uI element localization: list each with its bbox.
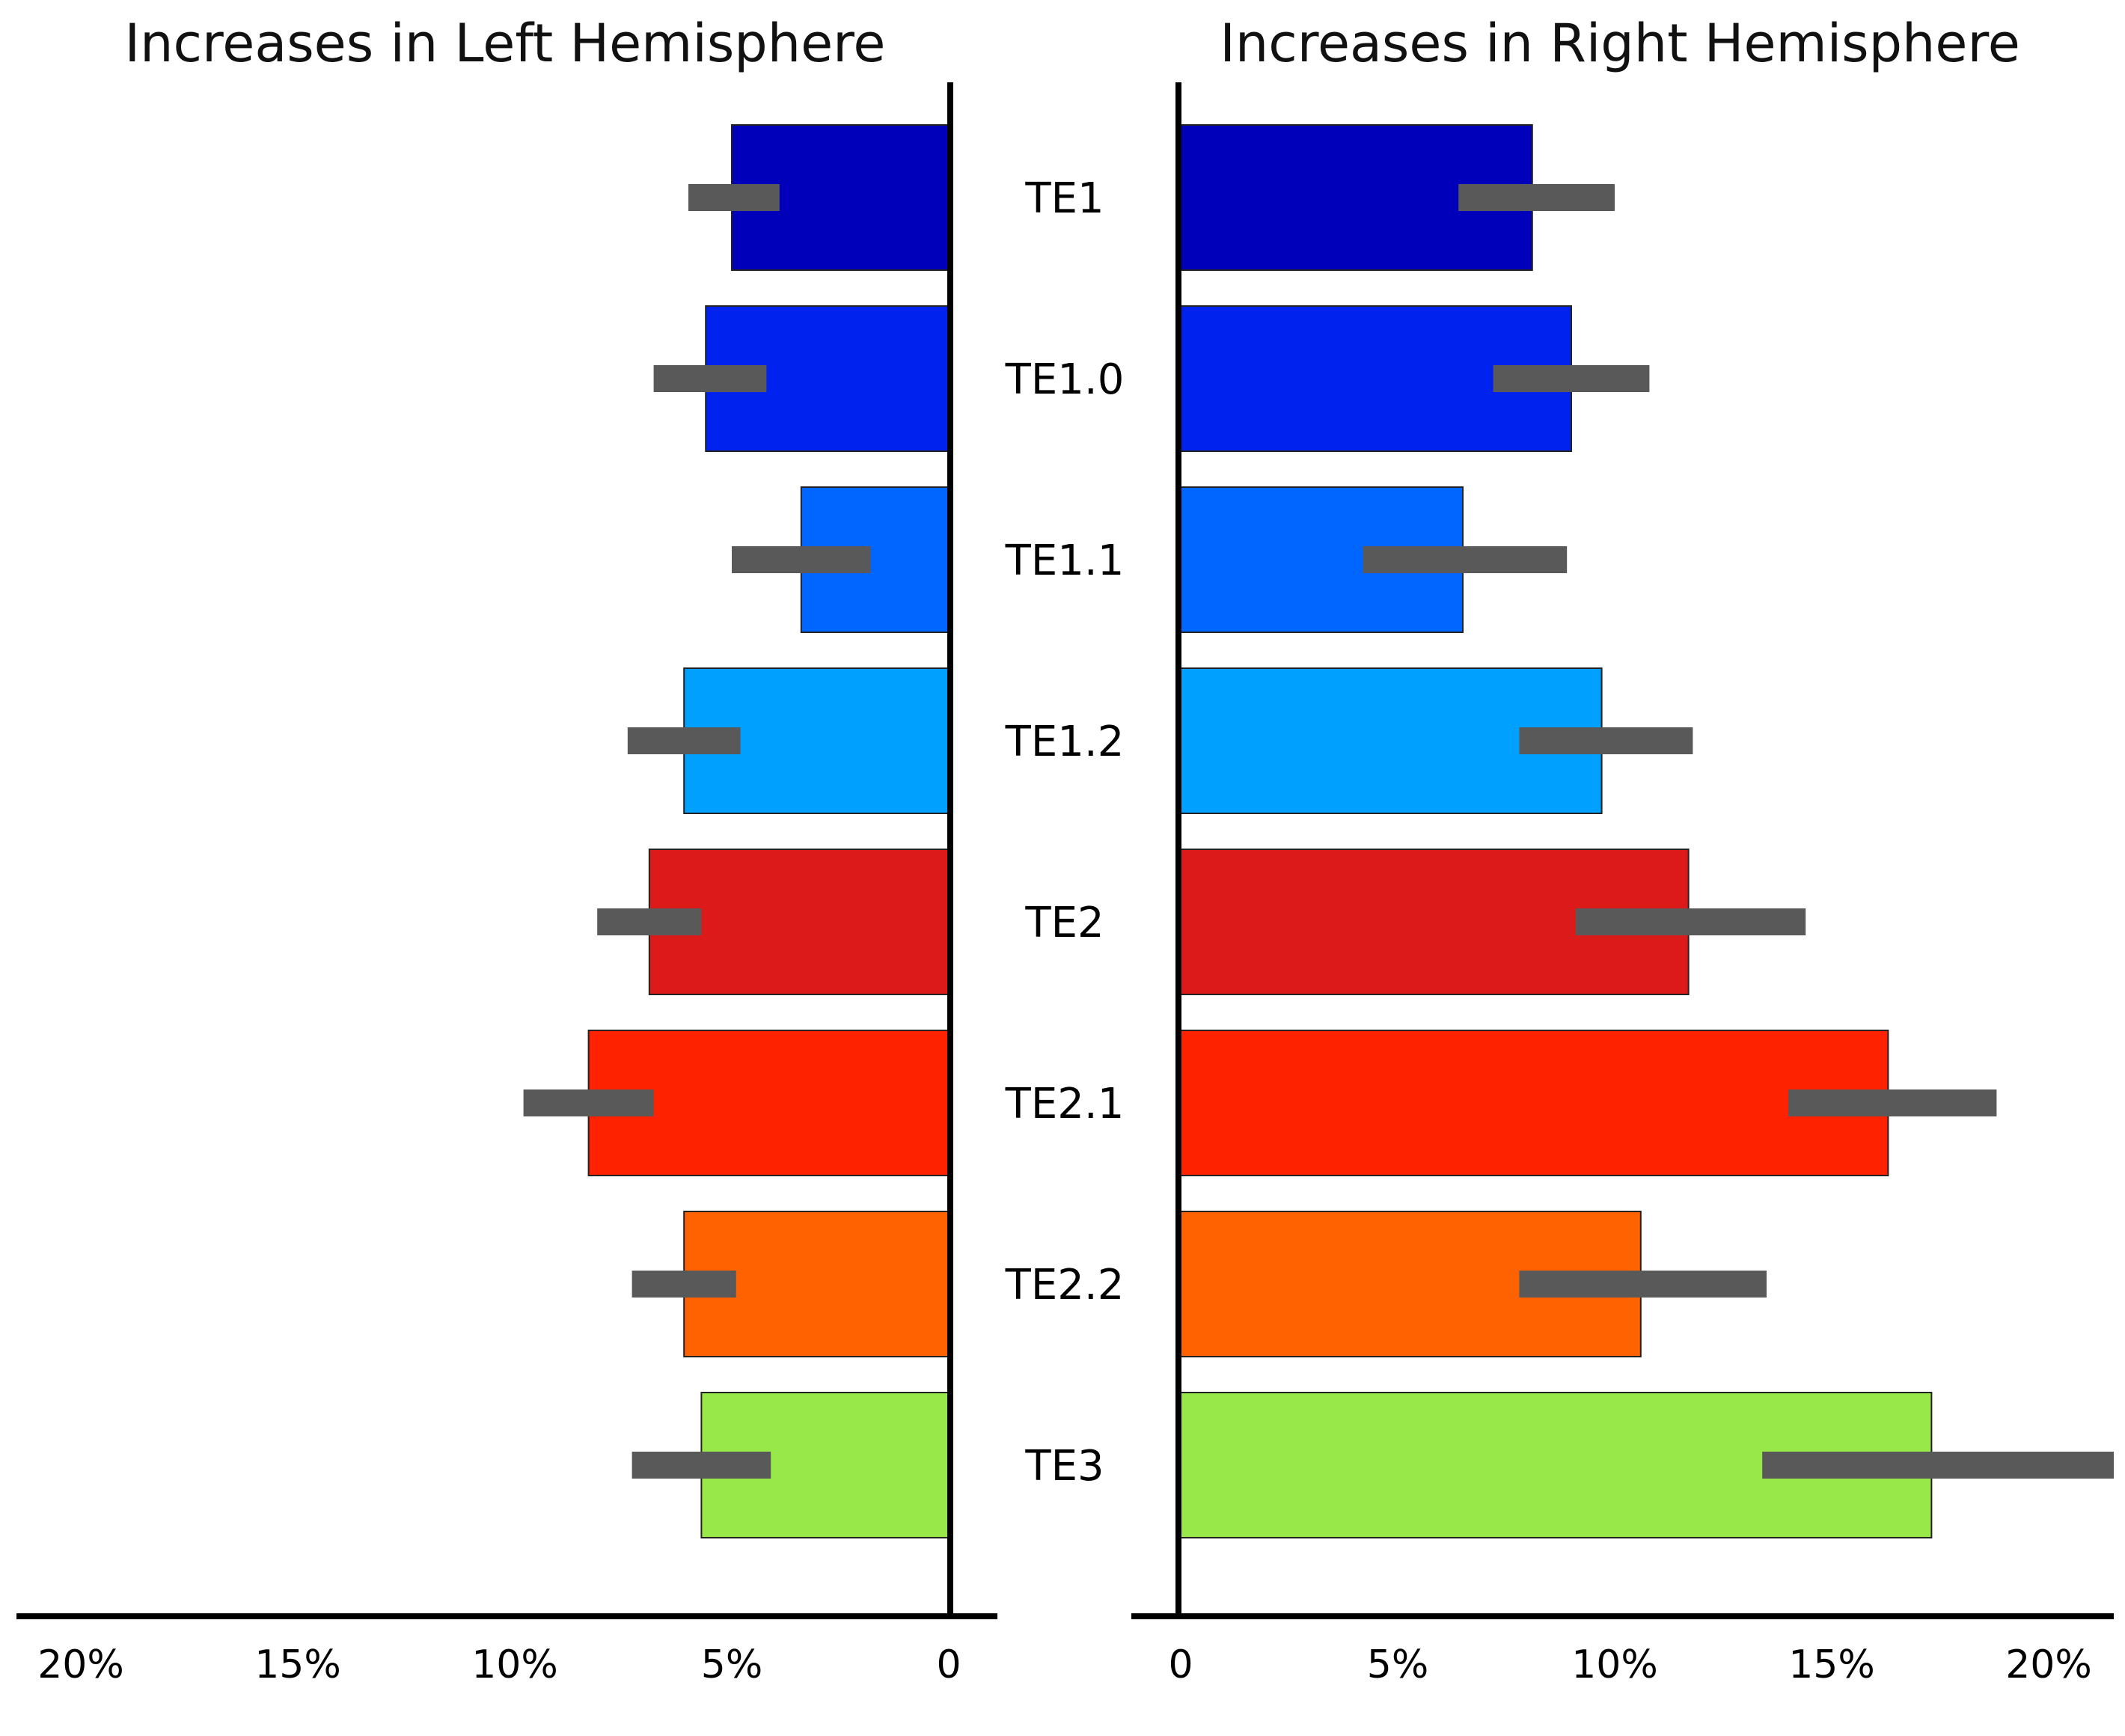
right-tick-label: 10%: [1571, 1642, 1658, 1687]
category-label-te1-0: TE1.0: [1005, 355, 1125, 404]
right-error-bar-te2-2: [1519, 1271, 1767, 1298]
right-tick-label: 5%: [1367, 1642, 1429, 1687]
left-panel: Increases in Left Hemisphere 20% 15% 10% 5%…: [16, 13, 997, 1687]
category-label-te1: TE1: [1024, 174, 1104, 223]
right-chart-title: Increases in Right Hemisphere: [1220, 13, 2020, 74]
right-tick-label: 15%: [1788, 1642, 1875, 1687]
right-panel: Increases in Right Hemisphere 0 5% 10% 15% 2…: [1131, 13, 2114, 1687]
left-tick-label: 20%: [37, 1642, 124, 1687]
right-error-bars: [1363, 184, 2114, 1479]
left-tick-label: 15%: [254, 1642, 341, 1687]
category-labels: TE1 TE1.0 TE1.1 TE1.2 TE2 TE2.1 TE2.2 TE3: [1005, 174, 1125, 1491]
right-error-bar-te1-1: [1363, 546, 1568, 573]
category-label-te2: TE2: [1024, 899, 1104, 947]
right-error-bar-te1: [1458, 184, 1615, 211]
left-chart-title: Increases in Left Hemisphere: [125, 13, 886, 74]
category-label-te2-1: TE2.1: [1005, 1080, 1125, 1128]
left-tick-labels: 20% 15% 10% 5% 0: [37, 1642, 961, 1687]
left-error-bar-te1-2: [627, 727, 741, 754]
left-error-bars: [523, 184, 871, 1479]
category-label-te1-1: TE1.1: [1005, 537, 1125, 585]
right-tick-labels: 0 5% 10% 15% 20%: [1168, 1642, 2091, 1687]
right-error-bar-te3: [1762, 1452, 2114, 1479]
right-error-bar-te1-0: [1493, 365, 1650, 392]
right-tick-label: 0: [1168, 1642, 1193, 1687]
right-error-bar-te2: [1575, 908, 1806, 935]
category-label-te1-2: TE1.2: [1005, 718, 1125, 766]
right-bar-te2-1: [1180, 1030, 1889, 1176]
left-error-bar-te2: [597, 908, 702, 935]
category-label-te2-2: TE2.2: [1005, 1261, 1125, 1309]
right-error-bar-te1-2: [1519, 727, 1693, 754]
left-error-bar-te2-2: [632, 1271, 736, 1298]
left-error-bar-te1-1: [732, 546, 871, 573]
left-bars: [587, 124, 950, 1538]
right-bars: [1180, 124, 1933, 1538]
right-tick-label: 20%: [2005, 1642, 2092, 1687]
left-error-bar-te3: [632, 1452, 771, 1479]
left-error-bar-te2-1: [523, 1089, 654, 1116]
left-tick-label: 10%: [471, 1642, 558, 1687]
left-error-bar-te1-0: [653, 365, 767, 392]
left-tick-label: 0: [936, 1642, 961, 1687]
left-tick-label: 5%: [701, 1642, 763, 1687]
right-error-bar-te2-1: [1788, 1089, 1997, 1116]
left-error-bar-te1: [688, 184, 780, 211]
category-label-te3: TE3: [1024, 1442, 1104, 1491]
